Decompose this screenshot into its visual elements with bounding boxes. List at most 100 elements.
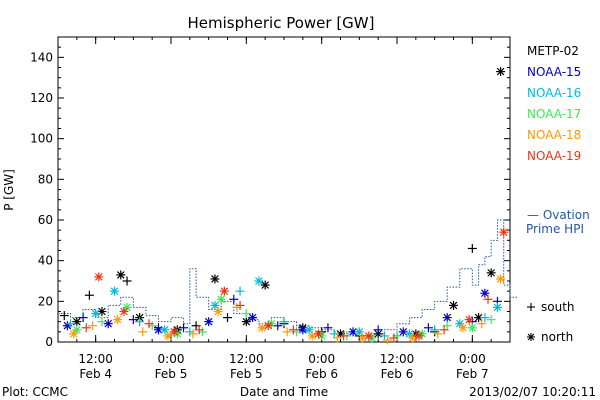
south-point-noaa-19 [439, 325, 449, 335]
x-tick-date: Feb 4 [79, 367, 112, 381]
north-point-noaa-15 [480, 288, 490, 298]
marker-stroke [364, 332, 373, 340]
south-point-noaa-19 [288, 325, 298, 335]
south-point-noaa-19 [389, 333, 399, 343]
marker-stroke [170, 328, 178, 336]
south-point-noaa-15 [229, 294, 239, 304]
marker-stroke [368, 334, 376, 342]
legend: METP-02 NOAA-15 NOAA-16 NOAA-17 NOAA-18 NOAA-… [527, 44, 581, 344]
south-point-noaa-15 [273, 321, 283, 331]
north-point-noaa-15 [398, 327, 408, 337]
north-point-metp-02 [496, 67, 506, 77]
y-axis-label: P [GW] [2, 169, 16, 211]
marker-stroke [264, 321, 273, 330]
marker-stroke [113, 315, 122, 324]
north-point-metp-02 [210, 274, 220, 284]
marker-stroke [211, 301, 219, 310]
marker-stroke [242, 317, 251, 326]
north-point-noaa-18 [163, 331, 173, 341]
marker-stroke [95, 273, 103, 281]
north-point-noaa-16 [91, 309, 101, 319]
north-point-noaa-18 [307, 331, 317, 341]
south-point-noaa-18 [282, 327, 292, 337]
marker-stroke [468, 323, 477, 332]
y-tick-label: 80 [38, 172, 53, 186]
north-point-noaa-18 [496, 274, 506, 284]
south-point-noaa-19 [81, 323, 91, 333]
marker-stroke [91, 309, 100, 318]
south-point-metp-02 [122, 276, 132, 286]
x-tick-date: Feb 5 [230, 367, 263, 381]
south-point-noaa-18 [188, 329, 198, 339]
marker-stroke [349, 328, 357, 336]
marker-stroke [481, 289, 489, 297]
north-point-metp-02 [116, 270, 126, 280]
marker-stroke [69, 330, 78, 338]
x-tick-date: Feb 7 [456, 367, 489, 381]
north-point-noaa-18 [257, 323, 267, 333]
north-point-noaa-19 [414, 331, 424, 341]
marker-stroke [73, 326, 81, 334]
marker-stroke [459, 323, 467, 332]
marker-stroke [173, 330, 182, 338]
x-tick-date: Feb 6 [381, 367, 414, 381]
marker-stroke [474, 313, 483, 322]
marker-stroke [443, 313, 452, 322]
south-point-noaa-15 [78, 313, 88, 323]
legend-item-noaa-18: NOAA-18 [527, 128, 581, 142]
south-point-noaa-16 [66, 319, 76, 329]
marker-stroke [261, 281, 269, 289]
plot-frame [57, 36, 511, 343]
south-point-noaa-15 [128, 315, 138, 325]
marker-stroke [455, 319, 464, 328]
south-point-metp-02 [467, 243, 477, 253]
south-point-noaa-15 [373, 325, 383, 335]
north-point-noaa-18 [113, 315, 123, 325]
south-point-noaa-19 [339, 331, 349, 341]
marker-stroke [399, 328, 408, 336]
y-axis: 0 20 40 60 80 100 120 140 [30, 46, 510, 349]
north-point-noaa-19 [94, 272, 104, 282]
north-point-noaa-19 [263, 321, 273, 331]
marker-stroke [449, 301, 458, 310]
chart-title: Hemispheric Power [GW] [188, 14, 375, 32]
marker-stroke [120, 307, 128, 316]
south-point-noaa-16 [480, 313, 490, 323]
data-points [59, 67, 509, 345]
south-point-noaa-15 [179, 323, 189, 333]
north-point-noaa-19 [219, 286, 229, 296]
north-point-noaa-16 [492, 302, 502, 312]
north-point-metp-02 [486, 268, 496, 278]
marker-stroke [217, 295, 226, 304]
south-point-metp-02 [84, 290, 94, 300]
marker-stroke [487, 269, 495, 277]
x-axis-label: Date and Time [240, 385, 328, 399]
x-tick-date: Feb 5 [155, 367, 188, 381]
north-point-noaa-16 [254, 276, 264, 286]
north-point-metp-02 [72, 317, 82, 327]
marker-stroke [355, 328, 364, 336]
south-point-noaa-18 [477, 319, 487, 329]
x-tick-time: 12:00 [380, 352, 415, 366]
north-point-noaa-19 [119, 307, 129, 316]
north-point-noaa-19 [314, 329, 324, 339]
north-point-noaa-16 [110, 286, 119, 296]
marker-stroke [496, 275, 505, 283]
legend-item-noaa-19: NOAA-19 [527, 149, 581, 163]
marker-stroke [104, 319, 113, 328]
north-point-noaa-17 [216, 294, 226, 304]
south-point-noaa-19 [483, 294, 493, 304]
marker-stroke [255, 277, 263, 285]
marker-stroke [248, 313, 257, 322]
marker-stroke [160, 326, 169, 334]
y-tick-label: 120 [30, 91, 53, 105]
marker-stroke [336, 330, 345, 338]
north-point-noaa-19 [169, 327, 179, 337]
marker-stroke [412, 330, 420, 338]
y-tick-label: 20 [38, 294, 53, 308]
legend-item-metp-02: METP-02 [527, 44, 579, 58]
legend-item-noaa-15: NOAA-15 [527, 65, 581, 79]
north-point-metp-02 [97, 307, 107, 316]
marker-stroke [204, 317, 213, 326]
marker-stroke [496, 67, 505, 76]
